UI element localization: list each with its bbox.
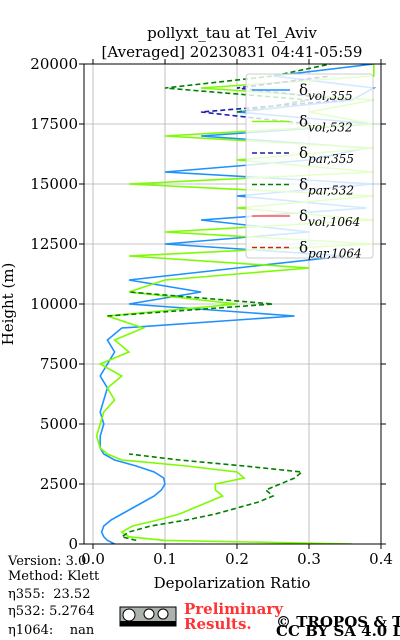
y-axis-label: Height (m) <box>0 263 17 346</box>
legend-subscript: vol,532 <box>308 121 353 135</box>
legend-label: δpar,532 <box>299 176 354 198</box>
cc-badge <box>119 606 177 627</box>
legend-symbol: δ <box>299 113 308 131</box>
legend-symbol: δ <box>299 207 308 225</box>
x-tick-label: 0.1 <box>153 550 177 568</box>
legend-label: δvol,1064 <box>299 207 360 229</box>
y-tick-label: 15000 <box>30 175 78 193</box>
legend-symbol: δ <box>299 176 308 194</box>
x-tick-label: 0.2 <box>225 550 249 568</box>
info-line: η1064: nan <box>8 623 95 638</box>
info-line: η532: 5.2764 <box>8 604 95 619</box>
x-tick-label: 0.0 <box>81 550 105 568</box>
y-tick-label: 0 <box>68 535 78 553</box>
legend-label: δpar,355 <box>299 144 354 166</box>
y-tick-label: 2500 <box>40 475 78 493</box>
info-line: Method: Klett <box>8 569 100 584</box>
legend-label: δpar,1064 <box>299 239 362 261</box>
preliminary-label: Preliminary <box>184 600 284 618</box>
legend-subscript: par,355 <box>308 152 354 166</box>
legend-subscript: par,532 <box>308 184 354 198</box>
x-tick-label: 0.4 <box>369 550 393 568</box>
x-tick-label: 0.3 <box>297 550 321 568</box>
copyright: CC BY SA 4.0 License. <box>276 622 400 640</box>
y-tick-label: 12500 <box>30 235 78 253</box>
plot-frame <box>83 63 382 545</box>
legend-box <box>245 73 374 259</box>
legend-symbol: δ <box>299 239 308 257</box>
info-line: η355: 23.52 <box>8 587 90 602</box>
preliminary-label: Results. <box>184 615 252 633</box>
y-tick-label: 17500 <box>30 115 78 133</box>
legend-subscript: vol,1064 <box>308 215 360 229</box>
info-line: Version: 3.0 <box>7 554 86 569</box>
y-tick-label: 10000 <box>30 295 78 313</box>
chart-subtitle: [Averaged] 20230831 04:41-05:59 <box>102 43 363 61</box>
legend-subscript: par,1064 <box>308 247 362 261</box>
copyright: © TROPOS & TAU 2023. <box>276 613 400 631</box>
legend-symbol: δ <box>299 81 308 99</box>
y-tick-label: 5000 <box>40 415 78 433</box>
legend-symbol: δ <box>299 144 308 162</box>
x-axis-label: Depolarization Ratio <box>154 574 311 592</box>
legend-subscript: vol,355 <box>308 89 353 103</box>
legend-label: δvol,355 <box>299 81 353 103</box>
legend-label: δvol,532 <box>299 113 353 135</box>
y-tick-label: 20000 <box>30 55 78 73</box>
chart-title: pollyxt_tau at Tel_Aviv <box>147 24 317 42</box>
y-tick-label: 7500 <box>40 355 78 373</box>
